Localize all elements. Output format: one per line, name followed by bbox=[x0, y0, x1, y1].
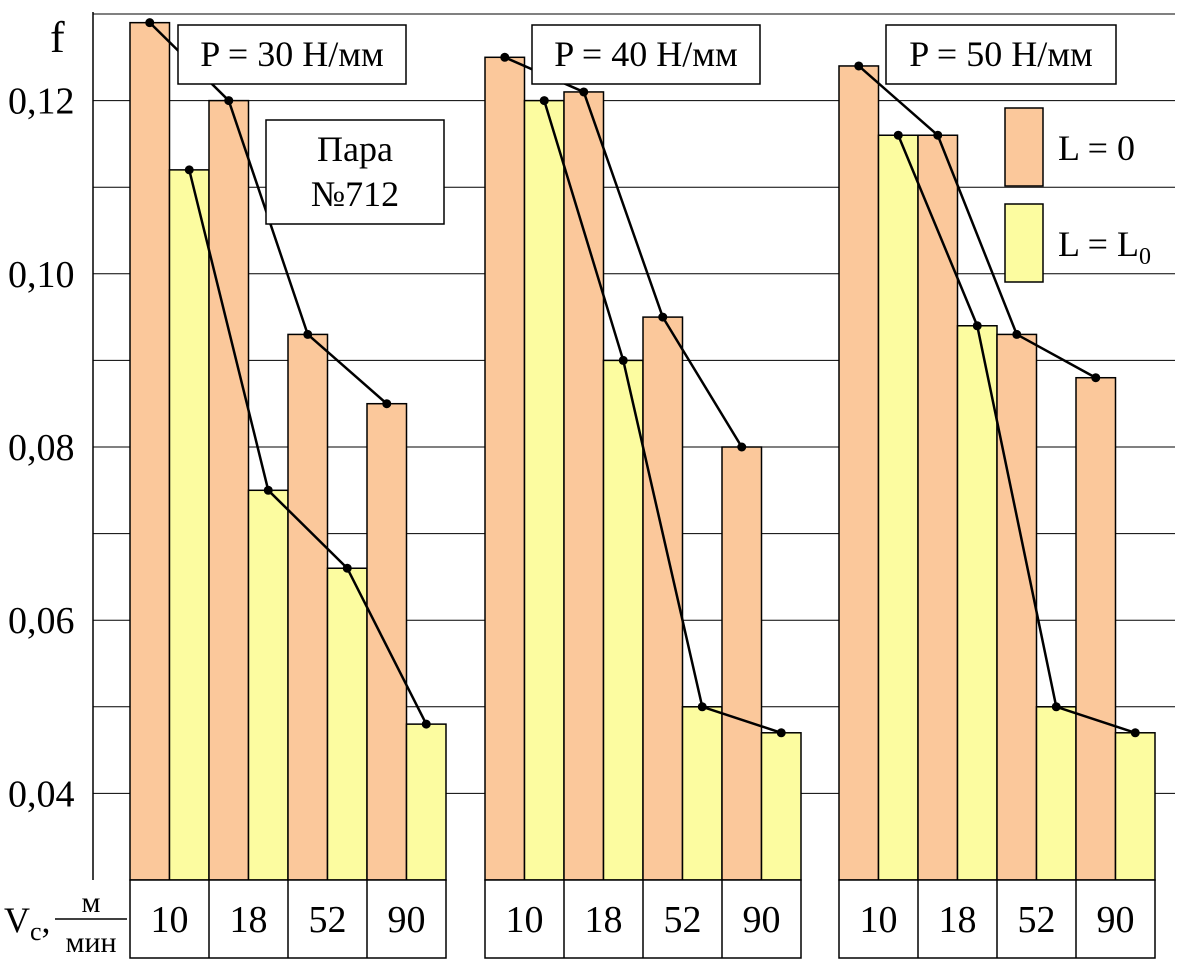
panel-title-box bbox=[531, 24, 761, 85]
data-point bbox=[893, 130, 903, 140]
data-point bbox=[618, 355, 628, 365]
data-point bbox=[303, 329, 313, 339]
x-tick-label: 10 bbox=[151, 899, 189, 941]
bar-l0 bbox=[287, 333, 329, 881]
x-axis-unit-numerator: м bbox=[82, 886, 101, 919]
bar-l0 bbox=[129, 21, 171, 881]
bar-l0 bbox=[1075, 376, 1117, 881]
panel-title: P = 30 Н/мм bbox=[200, 34, 384, 74]
annotation-box: Пара №712 bbox=[265, 119, 445, 225]
y-tick-label: 0,04 bbox=[8, 773, 75, 815]
trend-line-ll0 bbox=[188, 169, 428, 725]
data-point bbox=[382, 399, 392, 409]
bar-ll0 bbox=[523, 99, 565, 881]
x-axis-title: Vc, м мин bbox=[4, 886, 127, 959]
y-tick-label: 0,08 bbox=[8, 427, 75, 469]
x-axis-table: 10 18 52 90 10 18 52 90 10 18 52 90 bbox=[129, 879, 1156, 959]
legend-label-ll0: L = L0 bbox=[1058, 224, 1151, 270]
bar-ll0 bbox=[602, 359, 644, 881]
data-point bbox=[1130, 728, 1140, 738]
panel-title-box bbox=[885, 24, 1117, 85]
y-axis-label: f bbox=[50, 13, 65, 62]
x-tick-label: 90 bbox=[388, 899, 426, 941]
bar-ll0 bbox=[326, 567, 368, 881]
data-point bbox=[145, 18, 155, 28]
bar-l0 bbox=[838, 65, 880, 881]
x-tick-label: 10 bbox=[860, 899, 898, 941]
data-point bbox=[776, 728, 786, 738]
bar-l0 bbox=[642, 316, 684, 881]
x-tick-label: 52 bbox=[1018, 899, 1056, 941]
bar-ll0 bbox=[956, 325, 998, 881]
bar-ll0 bbox=[247, 489, 289, 881]
x-tick-label: 10 bbox=[506, 899, 544, 941]
data-point bbox=[539, 96, 549, 106]
bar-ll0 bbox=[681, 706, 723, 881]
x-tick-label: 90 bbox=[1097, 899, 1135, 941]
data-point bbox=[737, 442, 747, 452]
y-tick-label: 0,06 bbox=[8, 600, 75, 642]
data-point bbox=[1091, 373, 1101, 383]
bars bbox=[129, 21, 1156, 881]
trend-line-l0 bbox=[857, 65, 1097, 379]
x-tick-label: 18 bbox=[230, 899, 268, 941]
trend-line-ll0 bbox=[897, 134, 1136, 734]
panel-titles: P = 30 Н/мм P = 40 Н/мм P = 50 Н/мм bbox=[177, 24, 1117, 85]
bar-ll0 bbox=[877, 134, 919, 881]
panel-title-box bbox=[177, 24, 407, 85]
bar-l0 bbox=[366, 402, 408, 881]
legend-swatch-l0 bbox=[1004, 107, 1044, 187]
panel-title: P = 50 Н/мм bbox=[909, 34, 1093, 74]
panel-title: P = 40 Н/мм bbox=[554, 34, 738, 74]
annotation-line-1: Пара bbox=[317, 129, 393, 169]
annotation-frame bbox=[265, 119, 445, 225]
data-point bbox=[658, 312, 668, 322]
data-point bbox=[854, 61, 864, 71]
bar-l0 bbox=[917, 134, 959, 881]
data-point bbox=[500, 52, 510, 62]
x-tick-label: 18 bbox=[585, 899, 623, 941]
y-tick-labels: 0,04 0,06 0,08 0,10 0,12 bbox=[8, 81, 75, 816]
y-tick-label: 0,10 bbox=[8, 254, 75, 296]
x-axis-unit-denominator: мин bbox=[65, 926, 116, 959]
trend-line-ll0 bbox=[543, 100, 782, 734]
data-point bbox=[263, 485, 273, 495]
legend-swatch-ll0 bbox=[1004, 203, 1044, 283]
legend: L = 0 L = L0 bbox=[1004, 107, 1151, 283]
x-tick-label: 52 bbox=[309, 899, 347, 941]
data-point bbox=[697, 702, 707, 712]
bar-ll0 bbox=[760, 732, 802, 881]
data-point bbox=[342, 563, 352, 573]
data-point bbox=[972, 321, 982, 331]
bar-l0 bbox=[563, 91, 605, 881]
x-tick-label: 52 bbox=[664, 899, 702, 941]
trend-lines bbox=[145, 18, 1140, 738]
bar-ll0 bbox=[1114, 732, 1156, 881]
bar-l0 bbox=[721, 446, 763, 881]
bar-l0 bbox=[484, 56, 526, 881]
x-axis-subscript: c bbox=[30, 917, 42, 946]
y-tick-label: 0,12 bbox=[8, 81, 75, 123]
bar-ll0 bbox=[405, 723, 447, 881]
bar-ll0 bbox=[168, 169, 210, 881]
legend-label-l0: L = 0 bbox=[1058, 128, 1135, 168]
bar-l0 bbox=[208, 99, 250, 881]
annotation-line-2: №712 bbox=[311, 174, 399, 214]
data-point bbox=[933, 130, 943, 140]
data-point bbox=[224, 96, 234, 106]
data-point bbox=[579, 87, 589, 97]
data-point bbox=[421, 719, 431, 729]
data-point bbox=[1012, 329, 1022, 339]
data-point bbox=[184, 165, 194, 175]
x-tick-label: 90 bbox=[743, 899, 781, 941]
bar-ll0 bbox=[1035, 706, 1077, 881]
x-tick-label: 18 bbox=[939, 899, 977, 941]
bar-l0 bbox=[996, 333, 1038, 881]
x-axis-symbol: Vc, bbox=[4, 900, 51, 946]
legend-label-ll0-sub: 0 bbox=[1139, 244, 1151, 270]
data-point bbox=[1051, 702, 1061, 712]
